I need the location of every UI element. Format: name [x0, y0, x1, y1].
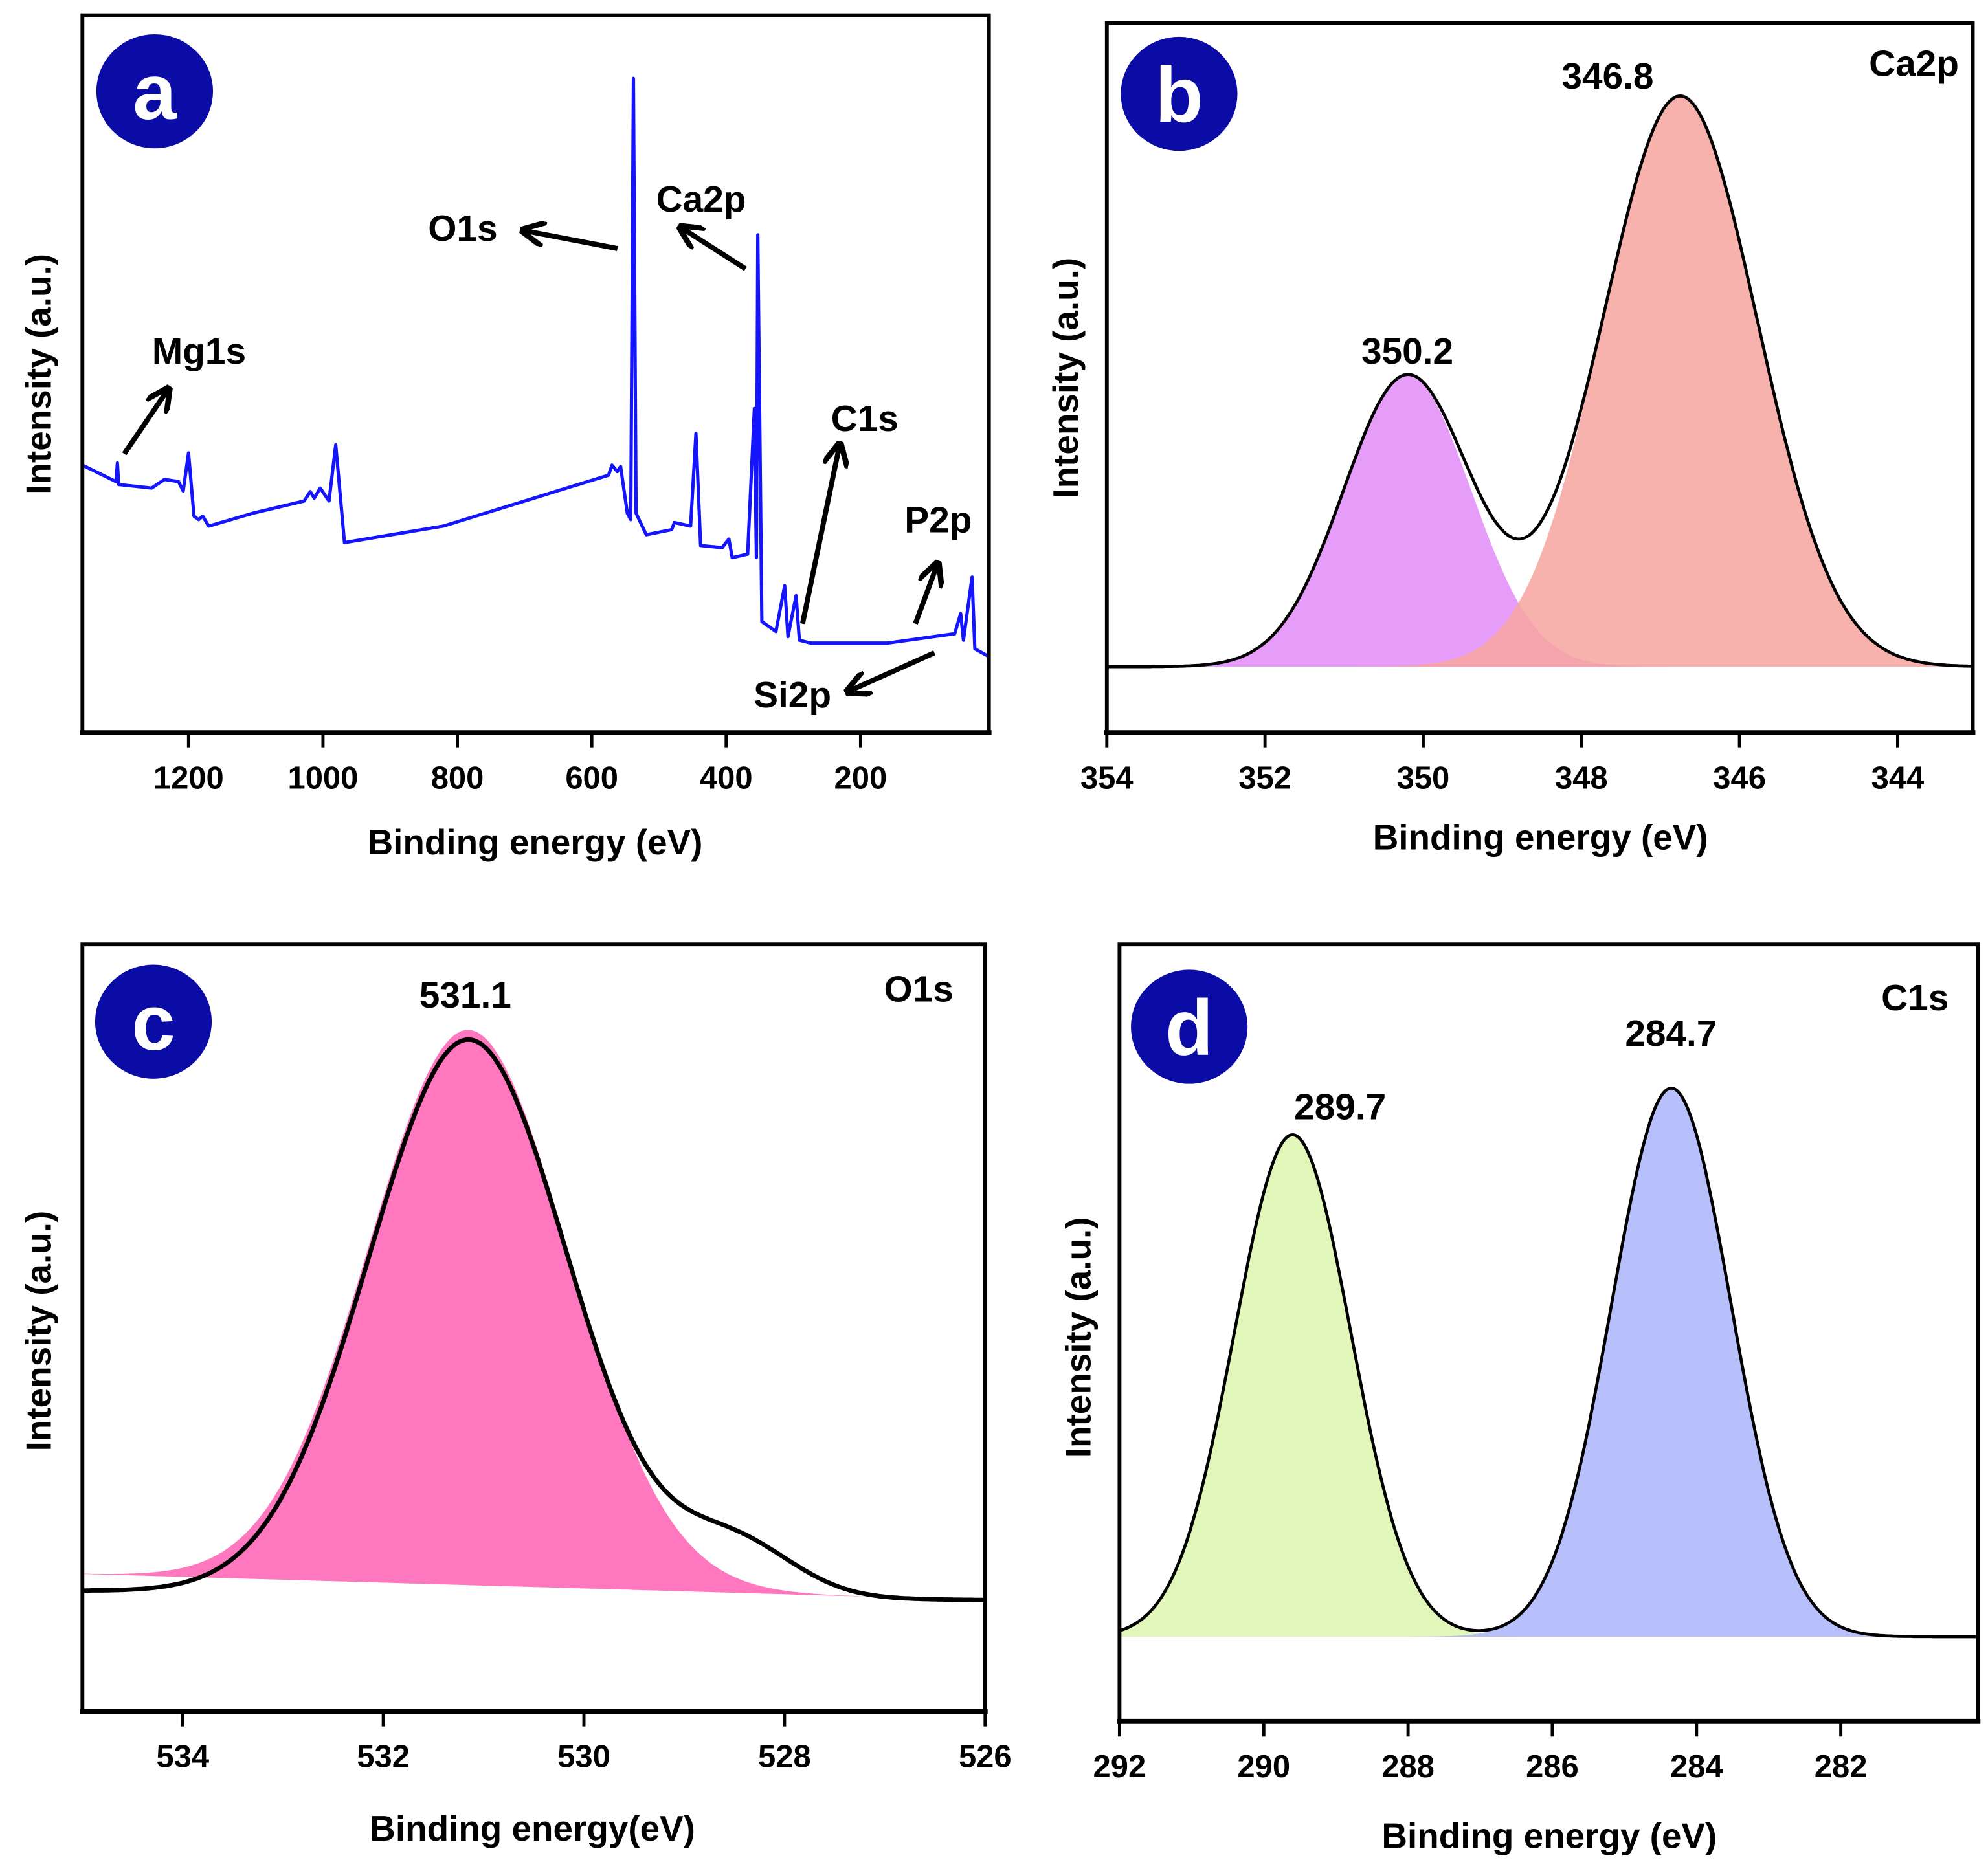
panel-b-ylabel: Intensity (a.u.) [1045, 258, 1086, 498]
x-tick-label: 282 [1815, 1749, 1868, 1784]
panel-a-ylabel: Intensity (a.u.) [18, 254, 58, 494]
x-tick-label: 1200 [153, 760, 224, 795]
annotation-arrow-mg1s [122, 390, 168, 456]
x-tick-label: 344 [1871, 760, 1925, 795]
fit-peak-area-284-7 [1119, 1088, 1978, 1637]
x-tick-label: 350 [1397, 760, 1450, 795]
x-tick-label: 290 [1237, 1749, 1290, 1784]
annotation-arrow-si2p [849, 650, 936, 691]
annotation-arrow-c1s [799, 447, 840, 625]
fit-peak-area-531-1 [82, 1030, 985, 1600]
x-tick-label: 200 [834, 760, 888, 795]
annotation-ca2p: Ca2p [656, 179, 746, 220]
peak-label-284-7: 284.7 [1625, 1013, 1717, 1054]
panel-b-xlabel: Binding energy (eV) [1373, 817, 1708, 857]
x-tick-label: 1000 [287, 760, 358, 795]
x-tick-label: 600 [565, 760, 618, 795]
annotation-arrow-o1s [525, 231, 618, 251]
measured-envelope-line [82, 1037, 985, 1602]
annotation-p2p: P2p [904, 500, 972, 541]
x-tick-label: 534 [156, 1739, 209, 1774]
x-tick-label: 532 [357, 1739, 410, 1774]
x-tick-label: 284 [1670, 1749, 1723, 1784]
badge-label: d [1165, 984, 1213, 1072]
x-tick-label: 346 [1713, 760, 1766, 795]
panel-c-title: O1s [884, 969, 953, 1010]
fit-peak-area-289-7 [1119, 1135, 1978, 1637]
survey-spectrum-line [82, 76, 990, 658]
panel-a-badge: a [96, 34, 214, 149]
peak-label-350-2: 350.2 [1361, 331, 1453, 372]
panel-c-badge: c [95, 964, 212, 1079]
badge-label: c [131, 979, 175, 1067]
panel-d-badge: d [1131, 969, 1248, 1084]
x-tick-label: 800 [431, 760, 484, 795]
fit-peak-area-346-8 [1106, 96, 1973, 667]
x-tick-label: 286 [1526, 1749, 1579, 1784]
peak-label-289-7: 289.7 [1294, 1087, 1386, 1127]
annotation-arrow-ca2p [682, 228, 747, 271]
fit-peak-area-350-2 [1106, 375, 1973, 667]
panel-c-ylabel: Intensity (a.u.) [18, 1211, 58, 1452]
badge-label: b [1155, 50, 1203, 138]
fit-envelope-line [1119, 1086, 1978, 1639]
x-tick-label: 288 [1381, 1749, 1435, 1784]
x-tick-label: 354 [1080, 760, 1134, 795]
x-tick-label: 348 [1555, 760, 1608, 795]
x-tick-label: 528 [758, 1739, 811, 1774]
x-tick-label: 292 [1093, 1749, 1146, 1784]
fit-envelope-line [1106, 94, 1973, 669]
panel-d-xlabel: Binding energy (eV) [1381, 1816, 1717, 1856]
peak-label-531-1: 531.1 [419, 975, 511, 1016]
annotation-o1s: O1s [428, 208, 497, 249]
x-tick-label: 400 [700, 760, 753, 795]
x-tick-label: 526 [959, 1739, 1012, 1774]
x-tick-label: 530 [557, 1739, 610, 1774]
annotation-c1s: C1s [831, 399, 899, 439]
badge-label: a [133, 48, 177, 136]
panel-d-title: C1s [1881, 978, 1949, 1019]
panel-d-ylabel: Intensity (a.u.) [1058, 1217, 1098, 1458]
annotation-arrow-p2p [913, 566, 937, 625]
peak-label-346-8: 346.8 [1561, 56, 1653, 97]
panel-a-xlabel: Binding energy (eV) [368, 822, 703, 862]
panel-a-frame [80, 13, 991, 735]
annotation-si2p: Si2p [754, 675, 831, 716]
annotation-mg1s: Mg1s [152, 331, 246, 372]
panel-c-xlabel: Binding energy(eV) [370, 1808, 695, 1848]
panel-b-title: Ca2p [1869, 44, 1959, 85]
x-tick-label: 352 [1238, 760, 1291, 795]
panel-b-badge: b [1121, 36, 1238, 151]
